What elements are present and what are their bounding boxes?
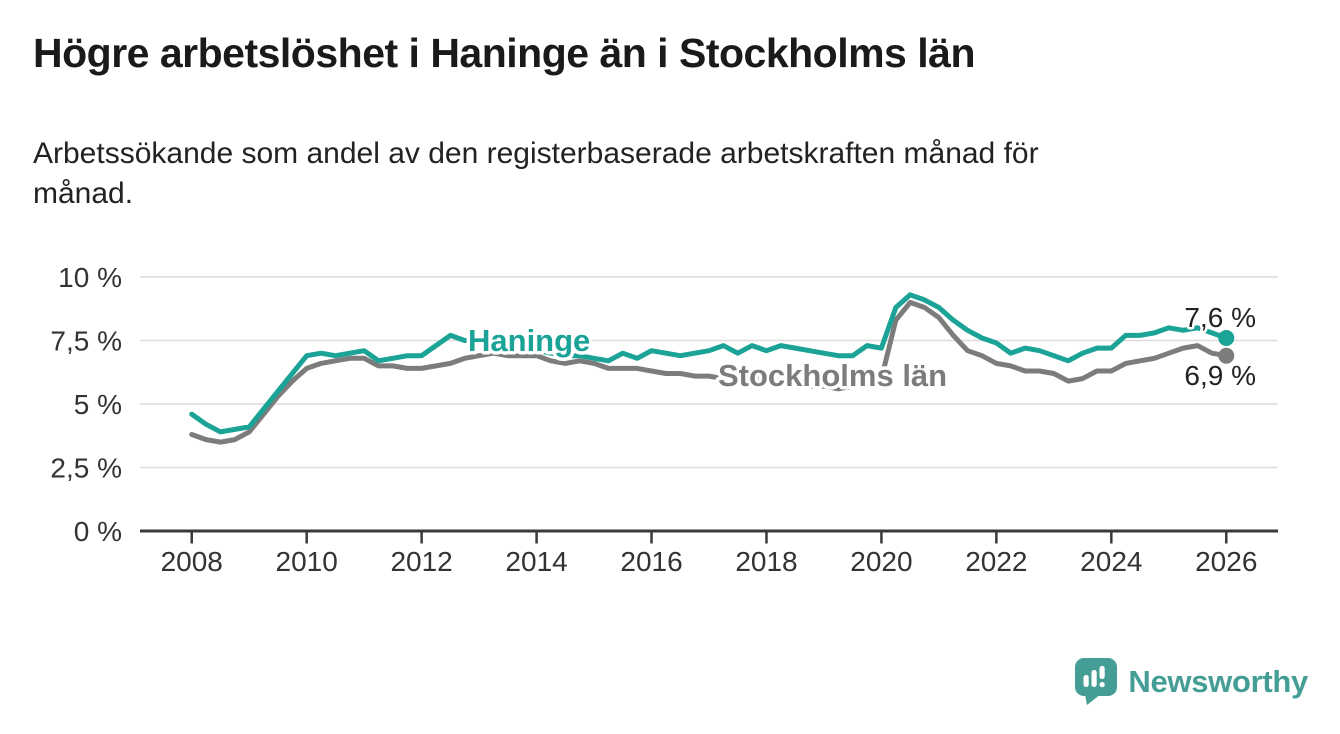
x-tick-label: 2012 [390,546,452,577]
page-title: Högre arbetslöshet i Haninge än i Stockh… [33,30,975,76]
series-label-haninge: Haninge [468,323,590,358]
chart-subtitle: Arbetssökande som andel av den registerb… [33,137,1039,210]
brand-footer: Newsworthy [1075,658,1308,706]
x-tick-label: 2014 [505,546,567,577]
brand-name: Newsworthy [1128,664,1308,699]
x-tick-label: 2008 [161,546,223,577]
series-label-stockholms-l-n: Stockholms län [718,358,947,393]
x-tick-label: 2022 [965,546,1027,577]
series-line-stockholms-l-n [189,299,1229,445]
logo-exclamation-bar [1099,666,1106,679]
x-tick-label: 2018 [735,546,797,577]
y-tick-label: 2,5 % [50,453,122,484]
series-end-dot-haninge [1218,329,1235,346]
logo-exclamation-dot [1099,682,1106,688]
y-tick-label: 0 % [74,516,122,547]
series-end-value-stockholms-l-n: 6,9 % [1184,360,1256,391]
series-end-value-haninge: 7,6 % [1184,302,1256,333]
x-tick-label: 2026 [1195,546,1257,577]
y-tick-label: 10 % [58,262,122,293]
y-tick-label: 7,5 % [50,326,122,357]
x-tick-label: 2024 [1080,546,1142,577]
y-tick-label: 5 % [74,389,122,420]
newsworthy-logo-icon [1075,658,1118,705]
series-line-haninge [189,292,1229,435]
x-tick-label: 2016 [620,546,682,577]
logo-bar-small [1083,675,1090,687]
series-end-dot-stockholms-l-n [1218,347,1235,364]
logo-bar-tall [1091,670,1098,687]
x-tick-label: 2020 [850,546,912,577]
x-tick-label: 2010 [276,546,338,577]
